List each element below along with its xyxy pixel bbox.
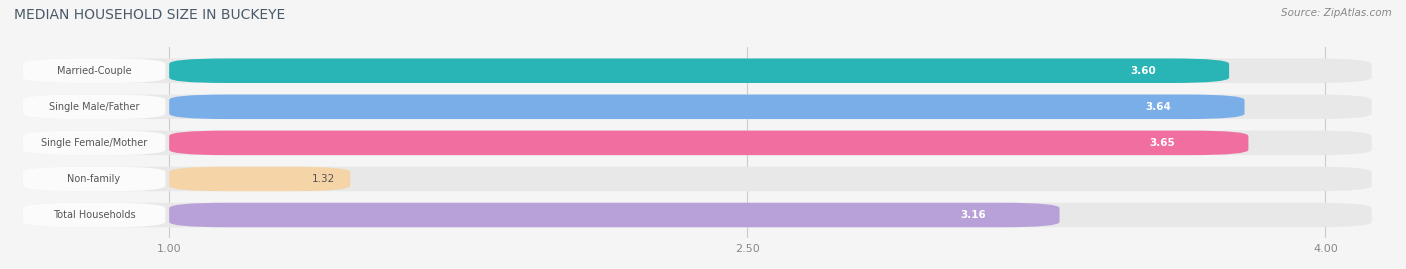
- FancyBboxPatch shape: [169, 130, 1249, 155]
- FancyBboxPatch shape: [22, 167, 1372, 191]
- FancyBboxPatch shape: [169, 167, 350, 191]
- FancyBboxPatch shape: [22, 203, 1372, 227]
- Text: Married-Couple: Married-Couple: [56, 66, 131, 76]
- Text: Non-family: Non-family: [67, 174, 121, 184]
- Text: Single Male/Father: Single Male/Father: [49, 102, 139, 112]
- Text: 3.64: 3.64: [1146, 102, 1171, 112]
- FancyBboxPatch shape: [169, 58, 1229, 83]
- FancyBboxPatch shape: [169, 94, 1244, 119]
- FancyBboxPatch shape: [22, 94, 166, 119]
- FancyBboxPatch shape: [22, 130, 166, 155]
- Text: MEDIAN HOUSEHOLD SIZE IN BUCKEYE: MEDIAN HOUSEHOLD SIZE IN BUCKEYE: [14, 8, 285, 22]
- Text: Single Female/Mother: Single Female/Mother: [41, 138, 148, 148]
- Text: Total Households: Total Households: [52, 210, 135, 220]
- Text: 3.60: 3.60: [1130, 66, 1156, 76]
- FancyBboxPatch shape: [22, 203, 166, 227]
- Text: 3.16: 3.16: [960, 210, 986, 220]
- Text: 3.65: 3.65: [1150, 138, 1175, 148]
- FancyBboxPatch shape: [22, 167, 166, 191]
- FancyBboxPatch shape: [22, 130, 1372, 155]
- Text: Source: ZipAtlas.com: Source: ZipAtlas.com: [1281, 8, 1392, 18]
- Text: 1.32: 1.32: [312, 174, 335, 184]
- FancyBboxPatch shape: [22, 58, 1372, 83]
- FancyBboxPatch shape: [169, 203, 1060, 227]
- FancyBboxPatch shape: [22, 58, 166, 83]
- FancyBboxPatch shape: [22, 94, 1372, 119]
